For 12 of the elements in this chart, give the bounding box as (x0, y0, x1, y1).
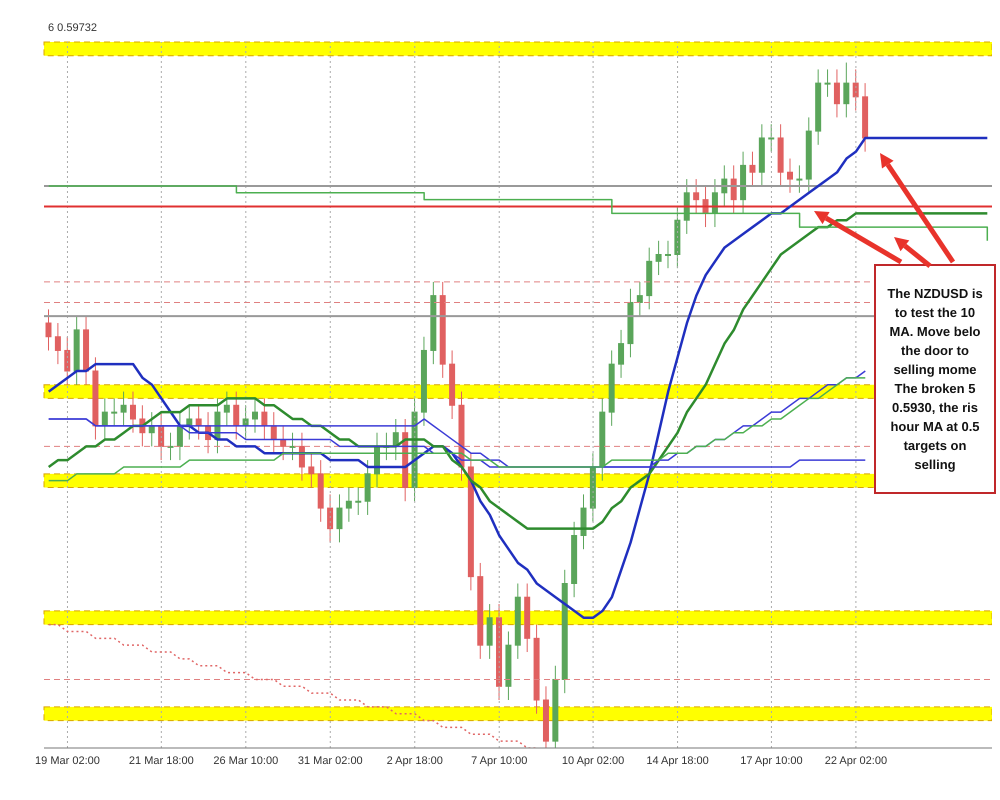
text: 6 0.59732 (48, 22, 97, 34)
x-tick-label: 22 Apr 02:00 (824, 754, 888, 767)
x-tick-label: 21 Mar 18:00 (128, 754, 194, 767)
x-tick-label: 7 Apr 10:00 (471, 754, 528, 767)
x-tick-label: 17 Apr 10:00 (740, 754, 803, 767)
x-tick-label: 10 Apr 02:00 (562, 754, 624, 767)
callout-box: The NZDUSD is to test the 10 MA. Move belo the door to selling mome The broken 5 0.5930, the ris hour MA at 0.5 targets on selling (874, 264, 996, 494)
x-tick-label: 19 Mar 02:00 (35, 754, 100, 767)
x-tick-label: 14 Apr 18:00 (646, 754, 709, 767)
x-tick-label: 2 Apr 18:00 (386, 754, 443, 767)
x-tick-label: 31 Mar 02:00 (298, 754, 363, 767)
x-tick-label: 26 Mar 10:00 (213, 754, 278, 767)
